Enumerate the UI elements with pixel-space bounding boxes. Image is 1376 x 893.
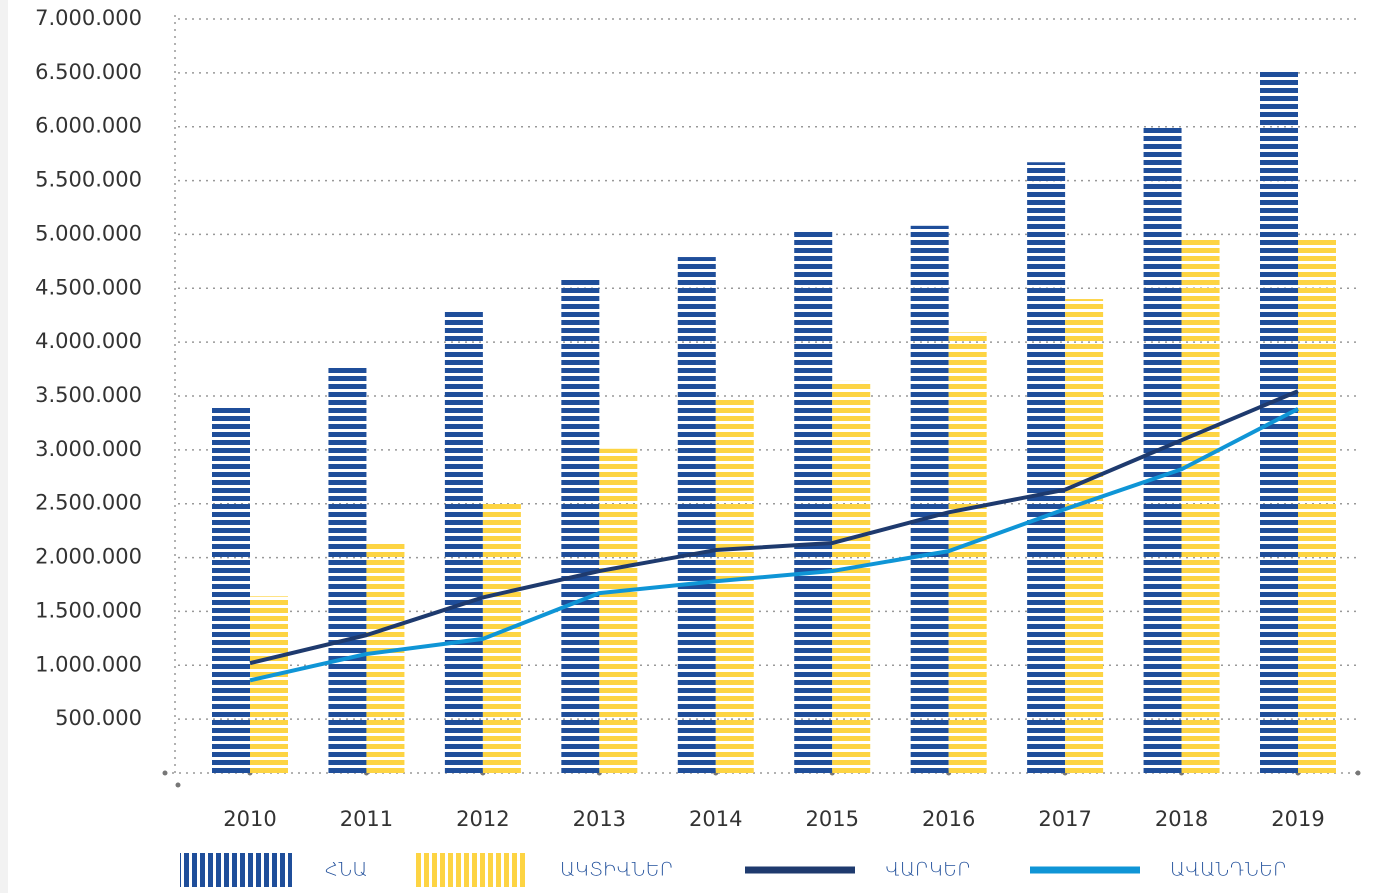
side-strip xyxy=(0,0,8,893)
bar xyxy=(328,365,367,773)
legend-label: ԱԿՏԻՎՆԵՐ xyxy=(560,859,674,881)
bar xyxy=(910,225,949,774)
axis-dot xyxy=(162,770,168,776)
bar xyxy=(715,398,754,773)
y-tick-label: 6.000.000 xyxy=(35,114,142,138)
x-tick-label: 2013 xyxy=(573,807,626,831)
bar xyxy=(1065,299,1104,773)
x-tick-label: 2015 xyxy=(805,807,858,831)
bar xyxy=(677,257,716,773)
y-tick-label: 5.000.000 xyxy=(35,221,142,245)
y-tick-label: 7.000.000 xyxy=(35,6,142,30)
bar xyxy=(1260,71,1298,773)
bar xyxy=(250,596,288,773)
x-tick-label: 2018 xyxy=(1155,807,1208,831)
legend-label: ՀՆԱ xyxy=(325,859,367,881)
y-tick-label: 3.500.000 xyxy=(35,383,142,407)
legend-label: ՎԱՐԿԵՐ xyxy=(885,859,971,881)
bar xyxy=(1298,238,1336,774)
bar xyxy=(948,332,987,773)
x-tick-label: 2014 xyxy=(689,807,742,831)
y-tick-label: 1.000.000 xyxy=(35,652,142,676)
legend-swatch xyxy=(180,853,292,887)
axis-dot xyxy=(1355,770,1361,776)
bar xyxy=(212,406,250,773)
line xyxy=(249,389,1299,666)
y-tick-label: 4.000.000 xyxy=(35,329,142,353)
y-tick-label: 5.500.000 xyxy=(35,168,142,192)
x-tick-label: 2016 xyxy=(922,807,975,831)
y-tick-label: 2.500.000 xyxy=(35,491,142,515)
x-tick-label: 2011 xyxy=(340,807,393,831)
y-tick-label: 4.500.000 xyxy=(35,275,142,299)
axis-dot xyxy=(175,782,181,788)
legend-label: ԱՎԱՆԴՆԵՐ xyxy=(1170,859,1287,881)
x-tick-label: 2012 xyxy=(456,807,509,831)
bar xyxy=(1181,238,1220,774)
y-tick-label: 3.000.000 xyxy=(35,437,142,461)
bar xyxy=(599,448,638,773)
legend-swatch xyxy=(415,853,527,887)
y-tick-label: 500.000 xyxy=(55,706,142,730)
x-tick-label: 2010 xyxy=(223,807,276,831)
line xyxy=(249,407,1299,683)
bar xyxy=(366,542,405,773)
x-tick-label: 2017 xyxy=(1038,807,1091,831)
bar xyxy=(832,380,871,773)
y-tick-label: 2.000.000 xyxy=(35,545,142,569)
y-tick-label: 6.500.000 xyxy=(35,60,142,84)
y-tick-label: 1.500.000 xyxy=(35,598,142,622)
bar xyxy=(444,309,483,773)
bar xyxy=(1027,162,1066,773)
bar xyxy=(794,231,833,773)
bar xyxy=(561,279,600,773)
x-tick-label: 2019 xyxy=(1271,807,1324,831)
